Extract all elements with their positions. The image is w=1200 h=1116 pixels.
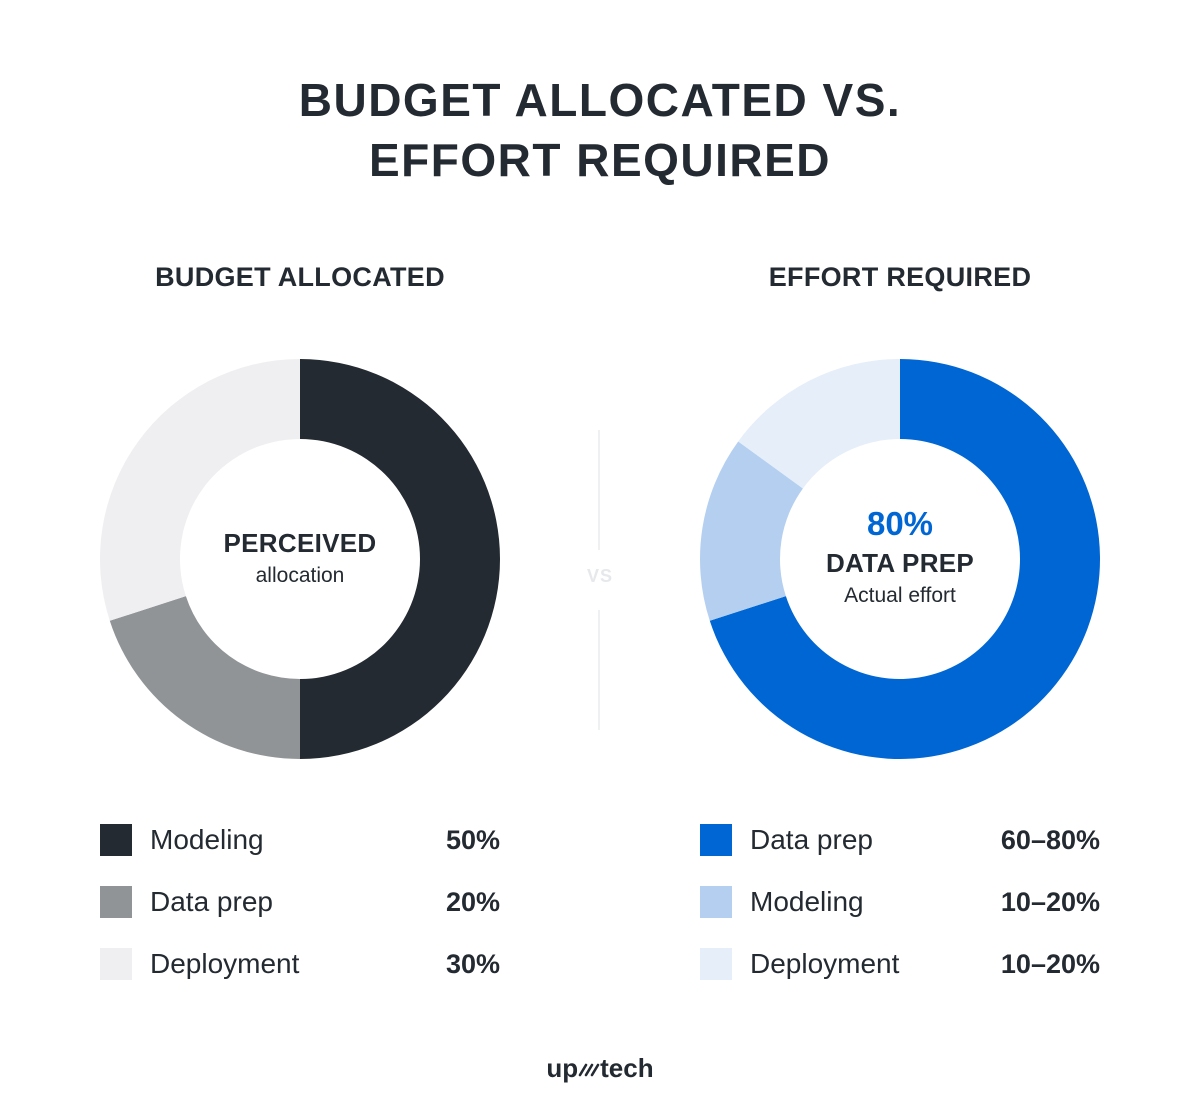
title-line-1: BUDGET ALLOCATED VS. xyxy=(298,74,902,126)
effort-center-label: DATA PREP xyxy=(825,548,975,578)
effort-donut-center: 80% DATA PREP Actual effort xyxy=(780,503,1020,611)
budget-legend: Modeling 50% Data prep 20% Deployment 30% xyxy=(100,822,500,1008)
donut-slice-data-prep xyxy=(709,359,1100,759)
legend-swatch xyxy=(100,948,132,980)
legend-swatch xyxy=(700,886,732,918)
effort-legend: Data prep 60–80% Modeling 10–20% Deployment 1… xyxy=(700,822,1100,1008)
donut-slice-deployment xyxy=(99,359,300,621)
legend-item: Deployment 10–20% xyxy=(700,946,1100,1008)
uptech-logo: up tech xyxy=(500,1050,700,1086)
legend-label: Modeling xyxy=(150,824,264,855)
page-title: BUDGET ALLOCATED VS. EFFORT REQUIRED xyxy=(0,70,1200,190)
legend-value: 10–20% xyxy=(1000,887,1100,917)
budget-donut-center: PERCEIVED allocation xyxy=(180,525,420,591)
effort-center-sublabel: Actual effort xyxy=(844,584,956,607)
legend-item: Data prep 20% xyxy=(100,884,500,946)
legend-label: Deployment xyxy=(150,948,300,979)
effort-center-percent: 80% xyxy=(866,505,934,542)
legend-label: Modeling xyxy=(750,886,864,917)
title-line-2: EFFORT REQUIRED xyxy=(368,134,832,186)
vs-separator: VS xyxy=(586,566,613,586)
legend-value: 60–80% xyxy=(1000,825,1100,855)
logo-text-up: up xyxy=(546,1053,579,1083)
budget-donut-chart xyxy=(99,359,500,759)
donut-slice-data-prep xyxy=(109,596,300,759)
budget-center-label: PERCEIVED xyxy=(223,528,377,558)
legend-item: Deployment 30% xyxy=(100,946,500,1008)
donut-slice-modeling xyxy=(300,359,500,759)
legend-label: Data prep xyxy=(750,824,873,855)
legend-value: 30% xyxy=(445,949,500,979)
legend-item: Modeling 50% xyxy=(100,822,500,884)
effort-donut-chart xyxy=(700,359,1100,759)
budget-chart-title: BUDGET ALLOCATED xyxy=(155,262,445,292)
legend-label: Deployment xyxy=(750,948,900,979)
legend-value: 50% xyxy=(445,825,500,855)
divider-line-top xyxy=(598,430,600,550)
legend-item: Modeling 10–20% xyxy=(700,884,1100,946)
effort-chart-title: EFFORT REQUIRED xyxy=(768,262,1032,292)
donut-slice-deployment xyxy=(738,359,900,489)
legend-swatch xyxy=(100,886,132,918)
logo-mark-icon xyxy=(578,1063,600,1077)
budget-center-sublabel: allocation xyxy=(255,564,345,587)
legend-value: 20% xyxy=(445,887,500,917)
legend-label: Data prep xyxy=(150,886,273,917)
divider-line-bottom xyxy=(598,610,600,730)
legend-item: Data prep 60–80% xyxy=(700,822,1100,884)
legend-swatch xyxy=(700,948,732,980)
legend-swatch xyxy=(700,824,732,856)
legend-value: 10–20% xyxy=(1000,949,1100,979)
donut-slice-modeling xyxy=(700,441,803,621)
logo-text-tech: tech xyxy=(600,1053,654,1083)
legend-swatch xyxy=(100,824,132,856)
